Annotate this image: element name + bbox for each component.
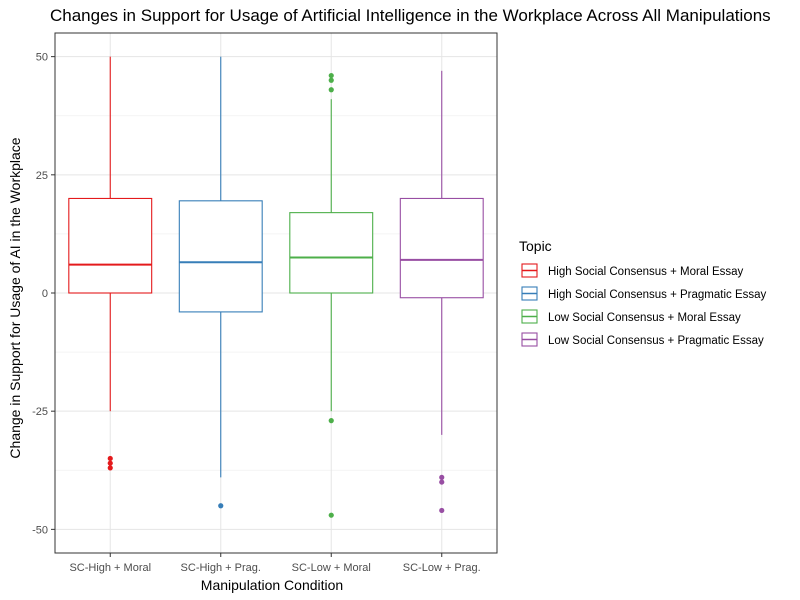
legend-label: High Social Consensus + Moral Essay (548, 266, 744, 278)
legend-title: Topic (519, 238, 552, 254)
box-iqr (68, 197, 153, 294)
y-tick-label: 0 (42, 288, 48, 300)
y-tick-label: 50 (36, 52, 48, 64)
outlier-point (107, 465, 113, 471)
outlier-point (328, 418, 334, 424)
outlier-point (107, 460, 113, 466)
legend-items: High Social Consensus + Moral Essay High … (521, 262, 767, 348)
x-tick-label: SC-High + Prag. (181, 562, 261, 574)
outlier-point (328, 77, 334, 83)
outlier-point (218, 503, 224, 509)
legend-label: Low Social Consensus + Moral Essay (548, 312, 741, 324)
x-axis: SC-High + Moral SC-High + Prag. SC-Low + M… (69, 553, 481, 574)
y-tick-label: 25 (36, 170, 48, 182)
y-axis: -50 -25 0 25 50 (32, 52, 55, 536)
box-iqr (178, 200, 263, 313)
x-tick-label: SC-Low + Moral (292, 562, 371, 574)
outlier-point (439, 479, 445, 485)
y-tick-label: -50 (32, 524, 48, 536)
box-iqr (289, 212, 374, 294)
outlier-point (439, 507, 445, 514)
legend: Topic High Social Consensus + Moral Essa… (519, 238, 767, 348)
x-tick-label: SC-High + Moral (69, 562, 151, 574)
box-series (68, 56, 484, 518)
outlier-point (107, 455, 113, 462)
outlier-point (328, 72, 334, 79)
outlier-point (328, 87, 334, 93)
outlier-point (439, 474, 445, 480)
legend-label: High Social Consensus + Pragmatic Essay (548, 289, 767, 301)
y-tick-label: -25 (32, 406, 48, 418)
x-tick-label: SC-Low + Prag. (403, 562, 481, 574)
legend-label: Low Social Consensus + Pragmatic Essay (548, 335, 764, 347)
x-axis-title: Manipulation Condition (201, 577, 343, 593)
outlier-point (328, 512, 334, 518)
chart-title: Changes in Support for Usage of Artifici… (50, 6, 771, 25)
box-iqr (399, 197, 484, 299)
y-axis-title: Change in Support for Usage of AI in the… (7, 137, 23, 458)
